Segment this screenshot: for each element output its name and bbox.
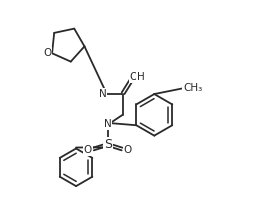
Text: S: S (104, 138, 112, 151)
Text: O: O (183, 83, 191, 93)
Text: O: O (124, 145, 132, 155)
Text: CH₃: CH₃ (184, 83, 203, 93)
Text: N: N (99, 89, 107, 99)
Text: O: O (129, 72, 138, 82)
Text: O: O (83, 145, 92, 155)
Text: O: O (43, 48, 51, 58)
Text: H: H (137, 72, 145, 82)
Text: N: N (104, 119, 112, 129)
